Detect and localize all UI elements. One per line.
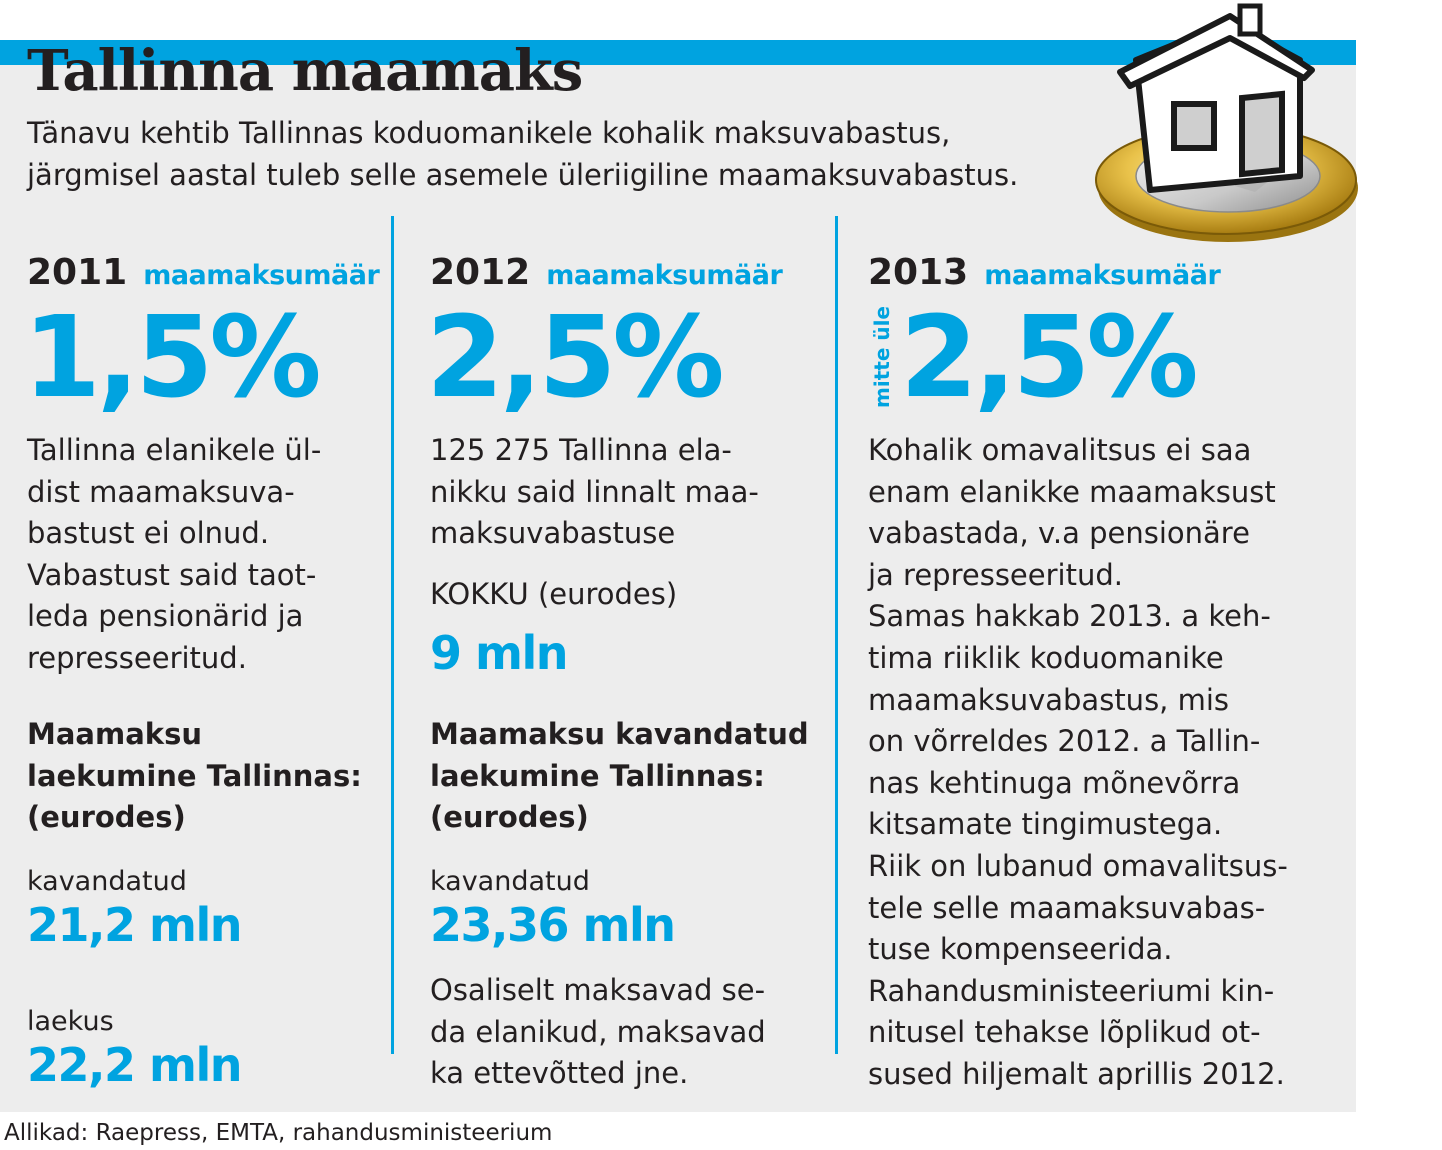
- lead-line-1: Tänavu kehtib Tallinnas koduomanikele ko…: [27, 116, 951, 150]
- revenue-heading: Maamaksu kavandatud laekumine Tallinnas:…: [430, 717, 809, 835]
- rate-value: 2,5%: [900, 293, 1199, 423]
- rate-value: 2,5%: [426, 293, 725, 423]
- lead-text: Tänavu kehtib Tallinnas koduomanikele ko…: [27, 112, 1018, 196]
- note-text: Osaliselt maksavad se- da elanikud, maks…: [430, 973, 766, 1091]
- rate-label: maamaksumäär: [546, 260, 783, 291]
- page-title: Tallinna maamaks: [27, 38, 583, 104]
- accent-bar: [0, 40, 1356, 65]
- year-row: 2012 maamaksumäär: [430, 252, 783, 293]
- description-text: 125 275 Tallinna ela- nikku said linnalt…: [430, 433, 759, 551]
- rate-value: 1,5%: [23, 293, 322, 423]
- house-on-euro-coin-icon: [1095, 3, 1358, 242]
- year-row: 2013 maamaksumäär: [868, 252, 1221, 293]
- planned-value: 21,2 mln: [27, 898, 242, 952]
- year-label: 2012: [430, 252, 531, 293]
- description-text: Kohalik omavalitsus ei saa enam elanikke…: [868, 433, 1288, 1091]
- rate-prefix: mitte üle: [870, 305, 894, 408]
- column-divider-1: [391, 216, 394, 1054]
- revenue-heading: Maamaksu laekumine Tallinnas: (eurodes): [27, 717, 362, 835]
- column-2011: 2011 maamaksumäär 1,5% Tallinna elanikele…: [23, 212, 382, 1102]
- total-label: KOKKU (eurodes): [430, 577, 678, 611]
- rate-label: maamaksumäär: [984, 260, 1221, 291]
- planned-value: 23,36 mln: [430, 898, 676, 952]
- column-2013: 2013 maamaksumäär mitte üle 2,5% Kohalik …: [868, 212, 1348, 1102]
- lead-line-2: järgmisel aastal tuleb selle asemele üle…: [27, 158, 1019, 192]
- source-credit: Allikad: Raepress, EMTA, rahandusministe…: [4, 1120, 553, 1146]
- received-label: laekus: [27, 1006, 114, 1037]
- description-text: Tallinna elanikele ül- dist maamaksuva- …: [27, 433, 322, 675]
- planned-label: kavandatud: [430, 866, 590, 897]
- year-row: 2011 maamaksumäär: [27, 252, 380, 293]
- year-label: 2013: [868, 252, 969, 293]
- column-2012: 2012 maamaksumäär 2,5% 125 275 Tallinna e…: [426, 212, 830, 1102]
- rate-label: maamaksumäär: [143, 260, 380, 291]
- planned-label: kavandatud: [27, 866, 187, 897]
- column-divider-2: [835, 216, 838, 1054]
- year-label: 2011: [27, 252, 128, 293]
- received-value: 22,2 mln: [27, 1038, 242, 1092]
- total-value: 9 mln: [430, 626, 568, 680]
